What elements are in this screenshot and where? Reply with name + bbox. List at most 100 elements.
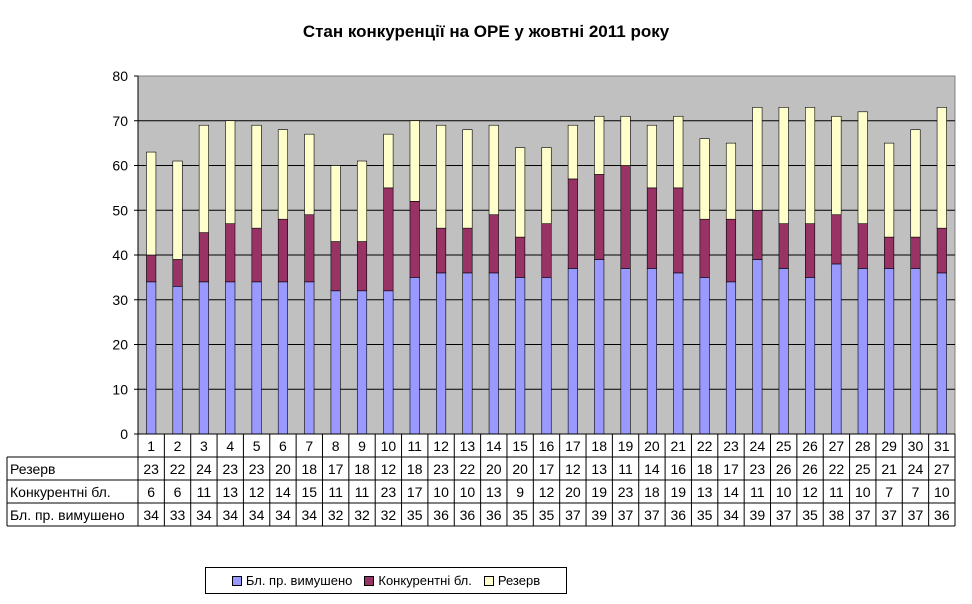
x-tick-label: 2 bbox=[174, 438, 182, 454]
bar-forced bbox=[356, 290, 368, 435]
y-tick-label: 20 bbox=[112, 337, 128, 353]
y-tick-label: 50 bbox=[112, 202, 128, 218]
bar-forced bbox=[383, 290, 394, 435]
bar-reserve bbox=[778, 107, 789, 224]
table-row-forced-value: 35 bbox=[512, 507, 528, 523]
table-row-reserve-value: 20 bbox=[275, 461, 291, 477]
table-row-forced-value: 37 bbox=[565, 507, 581, 523]
table-row-competitive-value: 19 bbox=[670, 484, 686, 500]
table-row-forced-value: 38 bbox=[829, 507, 845, 523]
table-row-reserve-value: 11 bbox=[618, 461, 633, 477]
table-row-forced-value: 35 bbox=[539, 507, 555, 523]
table-row-reserve-value: 17 bbox=[723, 461, 739, 477]
table-row-reserve-value: 18 bbox=[407, 461, 423, 477]
table-row-competitive-value: 9 bbox=[516, 484, 524, 500]
bar-competitive bbox=[146, 254, 157, 283]
table-row-forced-value: 36 bbox=[460, 507, 476, 523]
table-row-competitive-label: Конкурентні бл. bbox=[10, 484, 111, 500]
table-row-reserve-value: 25 bbox=[855, 461, 871, 477]
bar-competitive bbox=[673, 187, 684, 274]
table-row-reserve-value: 23 bbox=[143, 461, 159, 477]
x-tick-label: 12 bbox=[433, 438, 449, 454]
table-row-reserve-value: 26 bbox=[776, 461, 792, 477]
x-tick-label: 13 bbox=[460, 438, 476, 454]
bar-reserve bbox=[857, 111, 868, 224]
table-row-forced-value: 34 bbox=[275, 507, 291, 523]
bar-forced bbox=[725, 281, 737, 435]
table-row-competitive-value: 19 bbox=[591, 484, 607, 500]
bar-competitive bbox=[198, 232, 209, 283]
table-row-forced-value: 36 bbox=[433, 507, 449, 523]
legend-label-forced: Бл. пр. вимушено bbox=[245, 573, 353, 588]
x-tick-label: 15 bbox=[512, 438, 528, 454]
table-row-competitive-value: 23 bbox=[618, 484, 634, 500]
bar-competitive bbox=[251, 227, 262, 283]
bar-forced bbox=[594, 259, 605, 435]
bar-reserve bbox=[225, 120, 236, 224]
bar-forced bbox=[225, 281, 236, 435]
bar-forced bbox=[620, 268, 631, 435]
x-tick-label: 23 bbox=[723, 438, 739, 454]
x-tick-label: 17 bbox=[565, 438, 581, 454]
table-row-reserve-value: 14 bbox=[644, 461, 660, 477]
bar-reserve bbox=[725, 142, 737, 220]
table-row-competitive-value: 6 bbox=[147, 484, 155, 500]
bar-competitive bbox=[330, 241, 341, 292]
bar-competitive bbox=[936, 227, 947, 274]
bar-forced bbox=[330, 290, 341, 435]
bar-reserve bbox=[172, 160, 183, 260]
table-row-competitive-value: 6 bbox=[174, 484, 182, 500]
table-row-competitive-value: 10 bbox=[433, 484, 449, 500]
bar-competitive bbox=[488, 214, 499, 274]
x-tick-label: 14 bbox=[486, 438, 502, 454]
bar-reserve bbox=[515, 147, 526, 238]
table-row-forced-value: 32 bbox=[328, 507, 344, 523]
bar-forced bbox=[277, 281, 288, 435]
x-tick-label: 22 bbox=[697, 438, 713, 454]
table-row-competitive-value: 18 bbox=[644, 484, 660, 500]
table-row-reserve-value: 17 bbox=[539, 461, 555, 477]
table-row-competitive-value: 13 bbox=[222, 484, 238, 500]
x-tick-label: 25 bbox=[776, 438, 792, 454]
x-tick-label: 7 bbox=[305, 438, 313, 454]
x-tick-label: 20 bbox=[644, 438, 660, 454]
bar-reserve bbox=[752, 107, 763, 211]
table-row-reserve-value: 22 bbox=[829, 461, 845, 477]
bar-competitive bbox=[304, 214, 315, 283]
bar-competitive bbox=[752, 209, 763, 260]
table-row-competitive-value: 11 bbox=[355, 484, 370, 500]
legend-label-reserve: Резерв bbox=[497, 573, 541, 588]
chart-title: Стан конкуренції на ОРЕ у жовтні 2011 ро… bbox=[302, 22, 670, 41]
bar-forced bbox=[831, 263, 842, 435]
bar-reserve bbox=[831, 115, 842, 216]
table-row-competitive-value: 12 bbox=[802, 484, 818, 500]
table-row-competitive-value: 7 bbox=[885, 484, 893, 500]
legend-label-competitive: Конкурентні бл. bbox=[378, 573, 472, 588]
bar-forced bbox=[646, 268, 657, 435]
bar-forced bbox=[251, 281, 262, 435]
x-tick-label: 31 bbox=[934, 438, 950, 454]
x-tick-label: 24 bbox=[750, 438, 766, 454]
table-row-reserve-value: 17 bbox=[328, 461, 344, 477]
table-row-forced-value: 34 bbox=[196, 507, 212, 523]
table-row-forced-value: 37 bbox=[618, 507, 634, 523]
table-row-forced-value: 34 bbox=[249, 507, 265, 523]
bar-reserve bbox=[356, 160, 368, 242]
table-row-reserve-value: 20 bbox=[512, 461, 528, 477]
table-row-competitive-value: 10 bbox=[460, 484, 476, 500]
table-row-competitive-value: 12 bbox=[539, 484, 555, 500]
table-row-reserve-value: 18 bbox=[354, 461, 370, 477]
table-row-forced-value: 37 bbox=[776, 507, 792, 523]
x-tick-label: 19 bbox=[618, 438, 634, 454]
table-row-competitive-value: 10 bbox=[776, 484, 792, 500]
table-row-reserve-value: 18 bbox=[302, 461, 318, 477]
bar-competitive bbox=[383, 187, 394, 292]
bar-reserve bbox=[304, 133, 315, 216]
bar-forced bbox=[198, 281, 209, 435]
table-row-reserve-value: 27 bbox=[934, 461, 950, 477]
table-row-forced-value: 37 bbox=[855, 507, 871, 523]
table-row-forced-value: 37 bbox=[644, 507, 660, 523]
table-row-competitive-value: 12 bbox=[249, 484, 265, 500]
table-row-competitive-value: 13 bbox=[486, 484, 502, 500]
y-tick-label: 70 bbox=[112, 113, 128, 129]
